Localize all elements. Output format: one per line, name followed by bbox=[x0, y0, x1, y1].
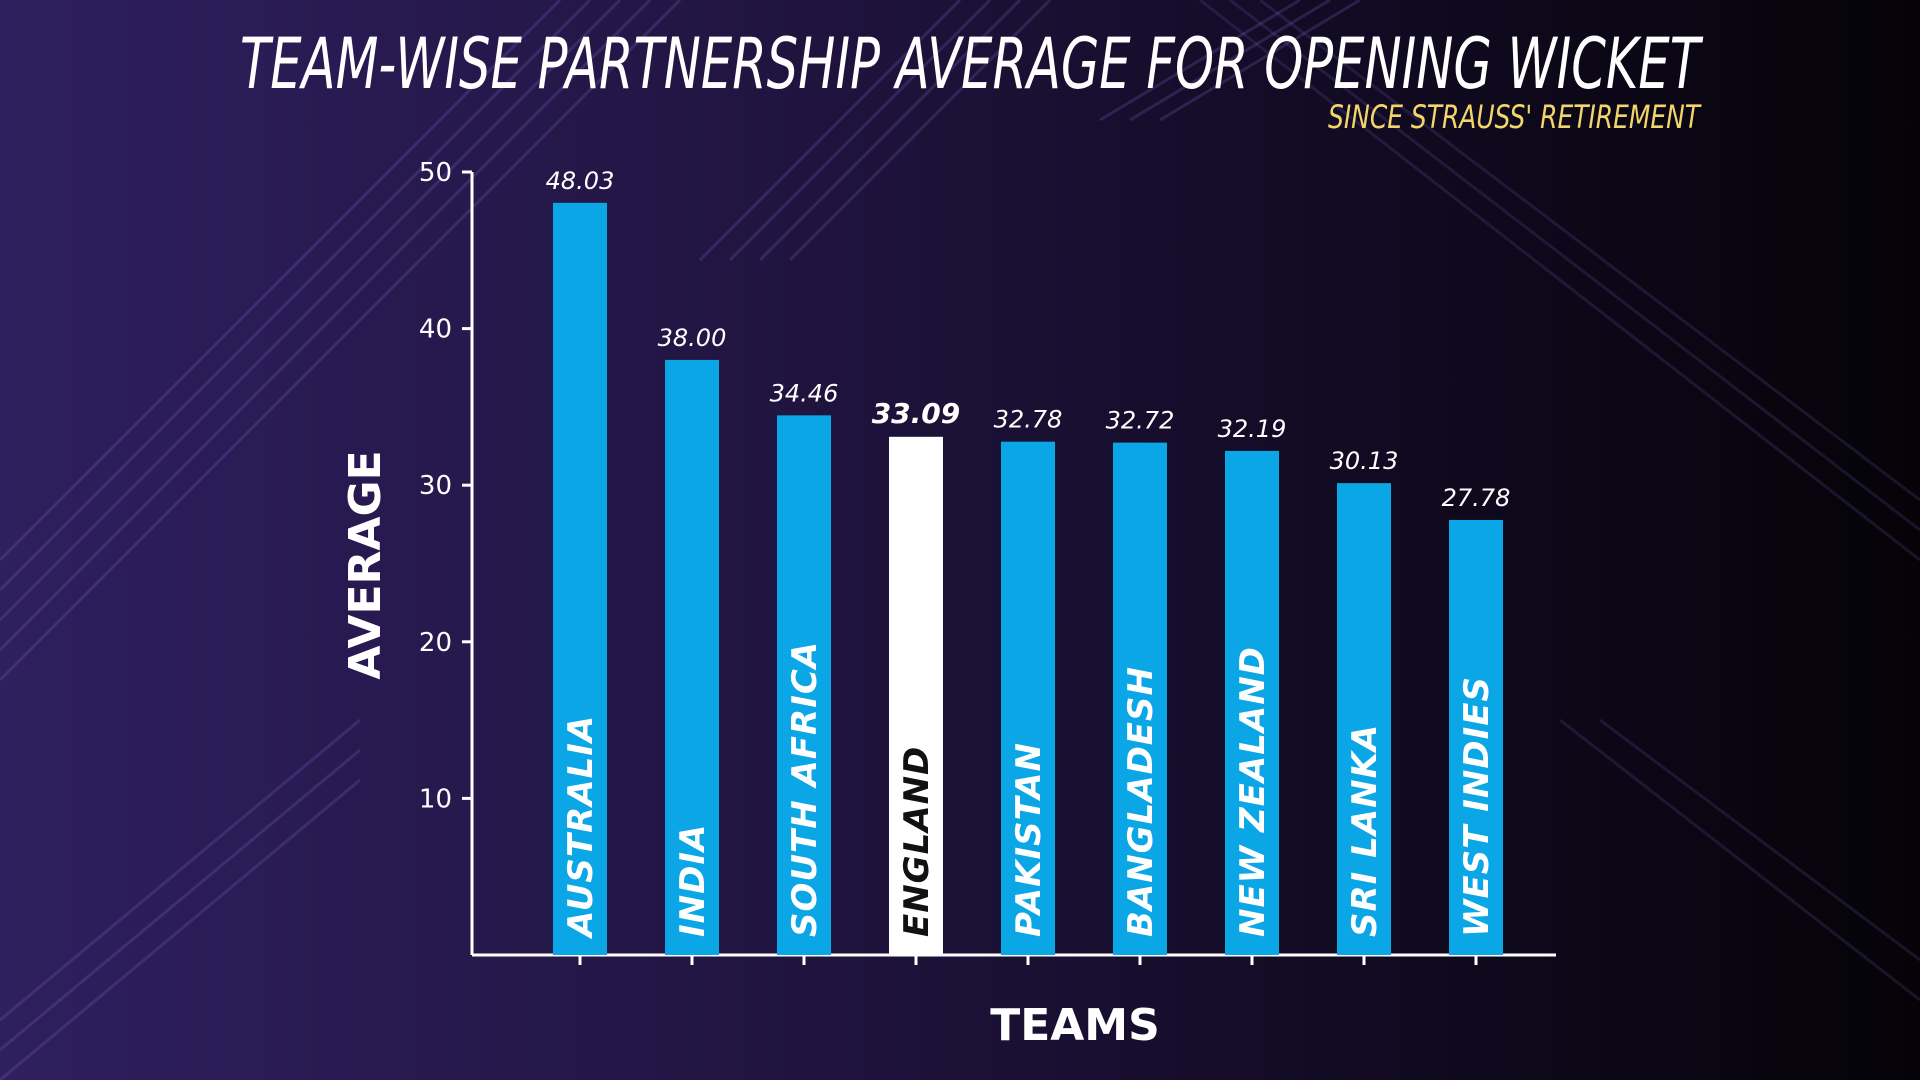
value-label: 32.78 bbox=[994, 406, 1063, 434]
value-label: 33.09 bbox=[872, 397, 961, 430]
value-label: 48.03 bbox=[546, 167, 615, 195]
value-label: 32.72 bbox=[1106, 407, 1175, 435]
category-label: WEST INDIES bbox=[1457, 676, 1497, 937]
bar-sri-lanka bbox=[1337, 483, 1391, 955]
category-label: NEW ZEALAND bbox=[1233, 646, 1273, 937]
bar-india bbox=[665, 359, 719, 955]
bar-pakistan bbox=[1001, 441, 1055, 956]
bar-west-indies bbox=[1449, 519, 1503, 955]
chart-title: TEAM-WISE PARTNERSHIP AVERAGE FOR OPENIN… bbox=[240, 23, 1704, 105]
value-label: 27.78 bbox=[1442, 484, 1511, 512]
chart-subtitle: SINCE STRAUSS' RETIREMENT bbox=[1328, 98, 1702, 136]
bar-england bbox=[889, 436, 943, 955]
category-label: SOUTH AFRICA bbox=[785, 641, 825, 937]
value-label: 32.19 bbox=[1218, 415, 1287, 443]
y-tick-label: 10 bbox=[419, 784, 452, 814]
y-tick-label: 40 bbox=[419, 315, 452, 345]
value-label: 30.13 bbox=[1330, 447, 1399, 475]
category-label: BANGLADESH bbox=[1121, 666, 1161, 937]
bar-new-zealand bbox=[1225, 450, 1279, 955]
y-tick-label: 50 bbox=[419, 158, 452, 188]
bar-south-africa bbox=[777, 415, 831, 955]
y-tick-label: 20 bbox=[419, 628, 452, 658]
bar-australia bbox=[553, 202, 607, 955]
y-tick-label: 30 bbox=[419, 471, 452, 501]
x-axis-label: TEAMS bbox=[990, 1000, 1160, 1051]
y-axis-label: AVERAGE bbox=[340, 450, 391, 679]
category-label: INDIA bbox=[673, 824, 713, 937]
category-label: PAKISTAN bbox=[1009, 742, 1049, 937]
bar-bangladesh bbox=[1113, 442, 1167, 955]
category-label: AUSTRALIA bbox=[561, 715, 601, 940]
value-label: 38.00 bbox=[658, 324, 727, 352]
category-label: SRI LANKA bbox=[1345, 724, 1385, 937]
value-label: 34.46 bbox=[770, 379, 839, 407]
category-label: ENGLAND bbox=[897, 746, 937, 937]
